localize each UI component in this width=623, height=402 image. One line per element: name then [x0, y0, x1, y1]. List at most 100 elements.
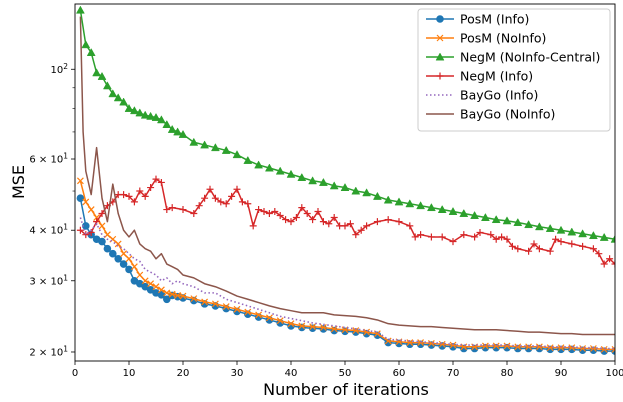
- point-negm-noinfo-central-56: [578, 229, 588, 238]
- point-negm-info-23: [211, 194, 219, 202]
- point-negm-info-40: [303, 209, 311, 217]
- point-negm-info-48: [346, 220, 354, 228]
- point-negm-info-62: [471, 233, 479, 241]
- point-posm-noinfo-16: [163, 289, 171, 297]
- point-posm-noinfo-11: [136, 271, 144, 279]
- point-negm-info-66: [498, 233, 506, 241]
- point-posm-info-6: [109, 249, 117, 258]
- point-negm-info-20: [195, 202, 203, 210]
- point-negm-noinfo-central-54: [556, 225, 566, 234]
- point-posm-noinfo-47: [481, 342, 489, 350]
- point-posm-info-5: [103, 244, 112, 253]
- point-posm-noinfo-1: [82, 198, 90, 206]
- point-negm-info-27: [233, 185, 241, 193]
- point-negm-info-57: [417, 231, 425, 239]
- legend-box: [417, 8, 611, 132]
- point-negm-info-21: [201, 194, 209, 202]
- series-posm-noinfo: [76, 177, 615, 353]
- point-negm-noinfo-central-3: [92, 68, 102, 77]
- point-negm-info-42: [314, 208, 322, 216]
- point-negm-info-31: [255, 206, 263, 214]
- point-negm-info-37: [287, 218, 295, 226]
- point-negm-noinfo-central-39: [394, 197, 404, 206]
- point-posm-noinfo-26: [255, 311, 263, 319]
- point-negm-noinfo-central-40: [405, 199, 415, 208]
- legend-label-negm-noinfo-central: NegM (NoInfo-Central): [460, 50, 600, 65]
- point-negm-info-43: [319, 218, 327, 226]
- point-negm-noinfo-central-33: [329, 181, 339, 190]
- point-posm-noinfo-10: [130, 263, 138, 271]
- point-negm-noinfo-central-37: [372, 191, 382, 200]
- point-negm-info-10: [130, 198, 138, 206]
- point-negm-noinfo-central-9: [124, 103, 134, 112]
- point-negm-info-18: [179, 206, 187, 214]
- point-posm-noinfo-28: [276, 317, 284, 325]
- point-negm-noinfo-central-30: [297, 172, 307, 181]
- point-negm-noinfo-central-2: [86, 48, 96, 56]
- point-posm-noinfo-51: [525, 343, 533, 351]
- legend-item-baygo-noinfo: BayGo (NoInfo): [426, 107, 555, 122]
- x-tick-label-60: 60: [393, 368, 406, 379]
- point-posm-noinfo-48: [492, 342, 500, 350]
- point-posm-noinfo-32: [319, 324, 327, 331]
- point-negm-info-34: [271, 208, 279, 216]
- legend-item-baygo-info: BayGo (Info): [426, 88, 538, 103]
- point-negm-info-32: [260, 208, 268, 216]
- point-negm-info-55: [406, 222, 414, 230]
- point-negm-info-30: [249, 222, 257, 230]
- point-negm-noinfo-central-4: [97, 71, 107, 80]
- point-negm-noinfo-central-20: [189, 137, 199, 146]
- point-negm-noinfo-central-16: [162, 120, 172, 129]
- point-negm-noinfo-central-44: [448, 206, 458, 215]
- point-negm-noinfo-central-47: [480, 213, 490, 221]
- point-posm-noinfo-19: [179, 292, 187, 300]
- point-posm-noinfo-36: [363, 328, 371, 336]
- point-negm-info-24: [217, 198, 225, 206]
- point-posm-noinfo-13: [147, 280, 155, 288]
- x-tick-label-90: 90: [555, 368, 568, 379]
- point-posm-noinfo-49: [503, 342, 511, 350]
- point-negm-noinfo-central-1: [81, 40, 91, 49]
- point-negm-info-1: [82, 231, 90, 239]
- point-negm-info-15: [157, 178, 165, 186]
- point-negm-noinfo-central-42: [426, 203, 436, 212]
- point-posm-info-8: [119, 260, 128, 268]
- point-negm-noinfo-central-5: [102, 81, 112, 90]
- legend-marker-negm-info: [436, 72, 444, 80]
- point-negm-noinfo-central-34: [340, 183, 350, 192]
- point-negm-info-79: [595, 250, 603, 258]
- point-negm-noinfo-central-10: [129, 106, 139, 115]
- series-baygo-info: [79, 217, 615, 350]
- point-posm-noinfo-14: [152, 283, 160, 291]
- point-negm-info-53: [384, 216, 392, 224]
- point-negm-info-75: [557, 238, 565, 246]
- x-tick-label-50: 50: [339, 368, 352, 379]
- point-posm-noinfo-41: [417, 339, 425, 347]
- point-negm-info-63: [476, 228, 484, 236]
- point-posm-noinfo-27: [265, 314, 273, 322]
- point-negm-info-8: [120, 191, 128, 199]
- point-negm-noinfo-central-23: [221, 145, 231, 154]
- x-tick-label-100: 100: [605, 368, 623, 379]
- legend-label-posm-info: PosM (Info): [460, 12, 529, 27]
- point-negm-info-56: [411, 233, 419, 241]
- point-negm-noinfo-central-32: [318, 177, 328, 186]
- point-negm-info-51: [363, 222, 371, 230]
- point-negm-noinfo-central-48: [491, 215, 501, 224]
- point-negm-noinfo-central-51: [524, 220, 534, 229]
- point-negm-info-17: [168, 204, 176, 212]
- point-negm-info-12: [141, 192, 149, 200]
- point-negm-info-49: [352, 231, 360, 239]
- point-negm-info-9: [125, 192, 133, 200]
- legend-marker-posm-info: [436, 15, 444, 23]
- point-negm-info-64: [487, 231, 495, 239]
- point-posm-noinfo-22: [211, 300, 219, 308]
- point-negm-info-38: [292, 214, 300, 222]
- point-negm-info-33: [265, 209, 273, 217]
- point-posm-info-4: [98, 237, 106, 246]
- point-negm-noinfo-central-52: [534, 222, 544, 231]
- point-negm-info-52: [373, 218, 381, 226]
- axes-layer: 0 10 20 30 40 50 60 70 80 90 100 2 × 101 3 × 101 4 × …: [29, 3, 623, 379]
- point-negm-noinfo-central-57: [588, 231, 598, 240]
